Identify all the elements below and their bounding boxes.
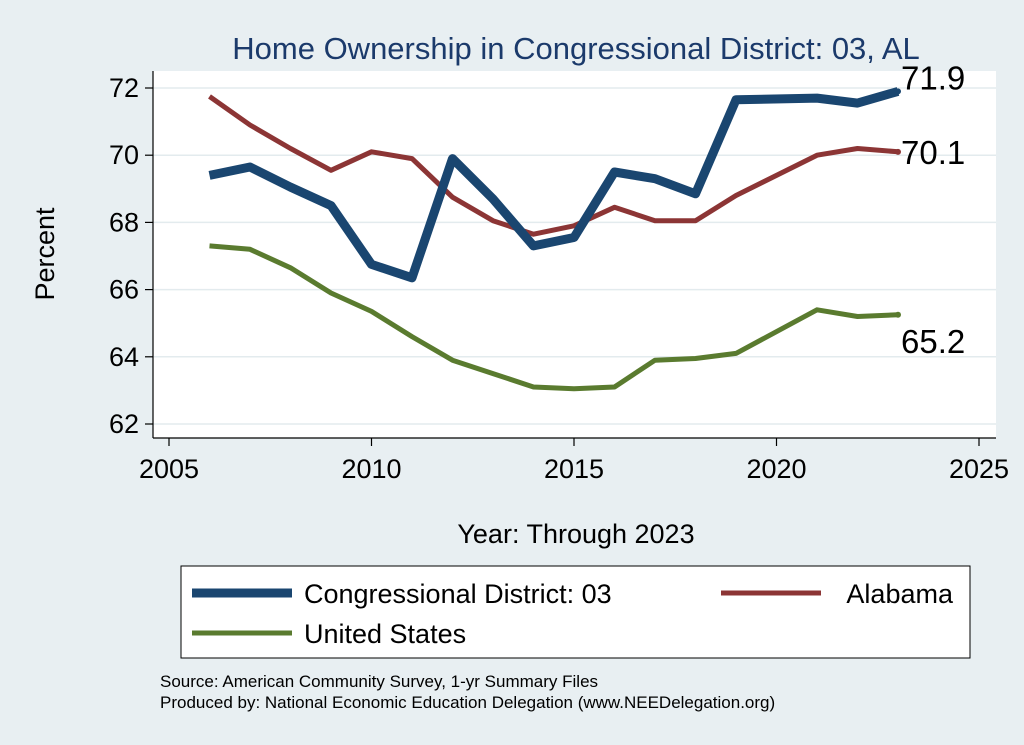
y-axis-title: Percent <box>30 207 60 301</box>
plot-area <box>153 71 996 438</box>
y-tick-label-72: 72 <box>109 73 139 103</box>
legend-label-0: Congressional District: 03 <box>304 579 612 609</box>
y-tick-label-62: 62 <box>109 409 139 439</box>
chart-title: Home Ownership in Congressional District… <box>232 31 919 66</box>
series-end-point-0 <box>895 88 901 95</box>
x-tick-label-2010: 2010 <box>341 454 401 484</box>
x-tick-label-2005: 2005 <box>139 454 199 484</box>
legend-label-2: United States <box>304 619 466 649</box>
end-labels: 71.9 70.1 65.2 <box>901 59 965 359</box>
x-tick-label-2020: 2020 <box>746 454 806 484</box>
legend: Congressional District: 03 Alabama United … <box>192 579 954 649</box>
legend-box <box>180 565 971 659</box>
series-line-2 <box>209 243 899 392</box>
y-tick-label-64: 64 <box>109 342 139 372</box>
source-line-1: Source: American Community Survey, 1-yr … <box>160 672 598 691</box>
x-axis-title: Year: Through 2023 <box>457 519 694 549</box>
y-tick-label-66: 66 <box>109 275 139 305</box>
series-lines <box>208 87 901 392</box>
source-line-2: Produced by: National Economic Education… <box>160 693 775 712</box>
end-label-1: 70.1 <box>901 134 965 171</box>
series-end-point-1 <box>895 148 901 155</box>
series-end-point-2 <box>895 311 901 318</box>
y-tick-label-70: 70 <box>109 140 139 170</box>
x-tick-label-2015: 2015 <box>544 454 604 484</box>
series-line-1 <box>208 94 899 237</box>
gridlines <box>153 87 996 425</box>
legend-label-1: Alabama <box>846 579 954 609</box>
axes: 62 64 66 68 70 72 2005 2010 2015 2020 2025 <box>109 71 1009 484</box>
y-tick-label-68: 68 <box>109 207 139 237</box>
x-tick-label-2025: 2025 <box>949 454 1009 484</box>
end-label-0: 71.9 <box>901 59 965 96</box>
end-label-2: 65.2 <box>901 323 965 360</box>
series-line-0 <box>208 87 900 283</box>
